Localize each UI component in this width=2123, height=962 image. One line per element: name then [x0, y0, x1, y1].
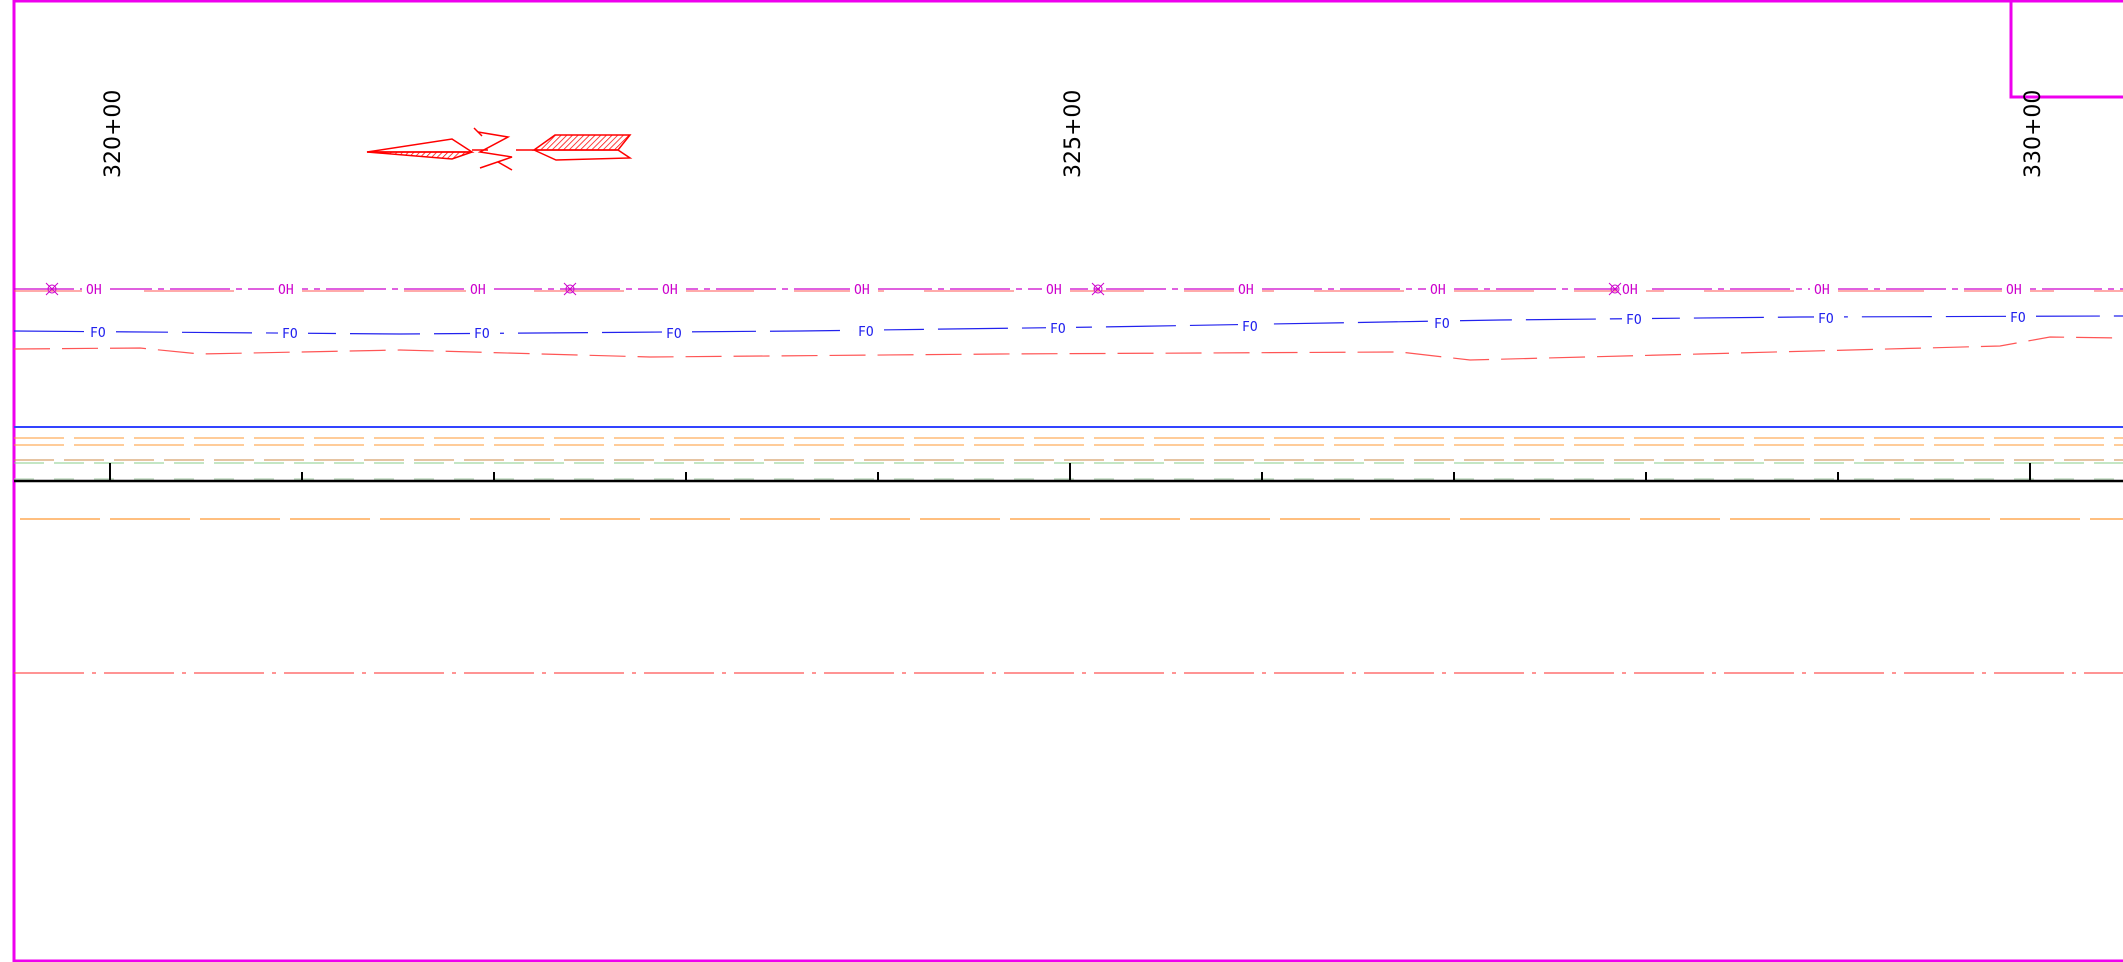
station-label-325: 325+00 — [1061, 90, 1086, 178]
fo-label: FO — [1050, 322, 1066, 337]
station-label-330: 330+00 — [2021, 90, 2046, 178]
oh-label: OH — [1430, 283, 1446, 298]
fo-label: FO — [858, 325, 874, 340]
station-label-320: 320+00 — [101, 90, 126, 178]
edge-of-pavement-line — [13, 336, 2123, 361]
north-arrow-icon — [366, 127, 633, 171]
fo-label: FO — [474, 327, 490, 342]
oh-label: OH — [470, 283, 486, 298]
oh-label: OH — [1814, 283, 1830, 298]
fo-label: FO — [282, 327, 298, 342]
fo-label: FO — [1242, 320, 1258, 335]
fo-label: FO — [1626, 313, 1642, 328]
station-labels: 320+00 325+00 330+00 — [101, 90, 2046, 178]
alignment-baseline — [14, 463, 2123, 483]
oh-label: OH — [278, 283, 294, 298]
oh-label: OH — [1046, 283, 1062, 298]
utility-pole-icon — [45, 282, 1622, 296]
fiber-optic-utility-line: FO FO FO FO FO FO FO FO FO FO FO — [13, 309, 2123, 342]
oh-label: OH — [1238, 283, 1254, 298]
oh-label: OH — [86, 283, 102, 298]
oh-label: OH — [2006, 283, 2022, 298]
fo-label: FO — [1434, 317, 1450, 332]
fo-label: FO — [666, 327, 682, 342]
oh-label: OH — [854, 283, 870, 298]
fo-label: FO — [90, 326, 106, 341]
overhead-utility-line: OH OH OH OH OH OH OH OH OH OH OH — [14, 280, 2123, 298]
oh-label: OH — [662, 283, 678, 298]
oh-label: OH — [1622, 283, 1638, 298]
fo-label: FO — [1818, 312, 1834, 327]
fo-label: FO — [2010, 311, 2026, 326]
title-block-corner — [2009, 1, 2123, 99]
